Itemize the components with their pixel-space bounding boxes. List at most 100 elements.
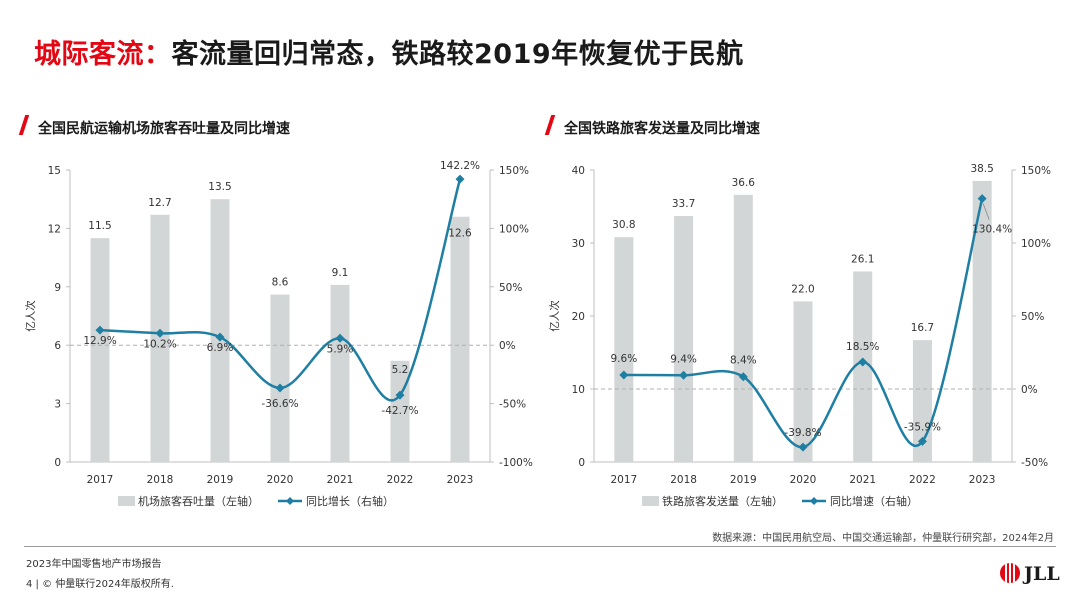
- chart1-bar-label: 5.2: [392, 364, 409, 376]
- chart2-line-label: 18.5%: [846, 341, 879, 353]
- chart1-bar: [90, 238, 110, 462]
- chart1-growth-line: [99, 178, 462, 402]
- chart1-bar: [210, 199, 230, 462]
- chart1-line-point: [395, 390, 405, 400]
- chart1-category-label: 2022: [387, 474, 414, 486]
- chart1-legend-bar-swatch: [118, 496, 135, 506]
- chart1-y-axis-label: 亿人次: [24, 300, 37, 332]
- chart1-line-point: [155, 328, 165, 338]
- chart1-bar-label: 8.6: [272, 277, 289, 289]
- chart2-line-label-leader: [982, 203, 990, 220]
- chart2-title-block: 全国铁路旅客发送量及同比增速: [544, 115, 760, 138]
- chart1-category-label: 2017: [87, 474, 114, 486]
- chart2-line-point: [619, 370, 629, 380]
- chart1-bar-label: 13.5: [208, 181, 231, 193]
- chart1-bar: [270, 294, 290, 462]
- chart2-bar: [793, 301, 813, 462]
- chart2-growth-line: [623, 198, 984, 449]
- chart2-line-label: 130.4%: [972, 224, 1012, 236]
- chart2-line-label: 9.6%: [611, 353, 638, 365]
- chart2-right-tick-label: 0%: [1021, 384, 1038, 396]
- chart1-legend-bar-label: 机场旅客吞吐量（左轴）: [138, 494, 259, 508]
- chart2-right-tick-label: -50%: [1021, 457, 1048, 469]
- chart2-line-label: -35.9%: [904, 421, 941, 433]
- chart1-line-point: [275, 383, 285, 393]
- chart1-left-tick-label: 6: [54, 340, 61, 352]
- jll-logo-mark-icon: [1000, 563, 1020, 583]
- chart1-right-tick-label: -50%: [499, 399, 526, 411]
- chart2-category-label: 2022: [909, 474, 936, 486]
- chart2-line-point: [679, 370, 689, 380]
- chart2-category-label: 2019: [730, 474, 757, 486]
- page-title: 城际客流：客流量回归常态，铁路较2019年恢复优于民航: [34, 32, 744, 71]
- jll-logo: JLL: [1000, 561, 1060, 587]
- chart2-line-point: [738, 372, 748, 382]
- chart2-bar: [614, 237, 634, 462]
- chart2-bar-label: 26.1: [851, 253, 874, 265]
- chart1-line-point: [455, 174, 465, 184]
- chart1-left-tick-label: 9: [54, 282, 61, 294]
- chart1-bar: [330, 284, 350, 462]
- chart2-bar-label: 30.8: [612, 219, 635, 231]
- report-name: 2023年中国零售地产市场报告: [26, 559, 162, 570]
- chart2-bar-label: 36.6: [732, 177, 756, 189]
- chart1-title: 全国民航运输机场旅客吞吐量及同比增速: [38, 121, 290, 137]
- chart2-legend-bar-swatch: [642, 496, 659, 506]
- chart2-y-axis-label: 亿人次: [548, 300, 561, 332]
- chart1-category-label: 2018: [147, 474, 174, 486]
- chart1-legend-line-label: 同比增长（右轴）: [306, 494, 394, 508]
- page-title-rest: 客流量回归常态，铁路较2019年恢复优于民航: [171, 39, 744, 70]
- chart2-line-point: [858, 357, 868, 367]
- data-source: 数据来源：中国民用航空局、中国交通运输部，仲量联行研究部，2024年2月: [712, 533, 1054, 544]
- chart1-right-tick-label: 50%: [499, 282, 522, 294]
- chart1-left-tick-label: 15: [48, 165, 61, 177]
- copyright-footer: 4 | © 仲量联行2024年版权所有.: [26, 579, 174, 590]
- chart2-category-label: 2021: [849, 474, 876, 486]
- chart2-right-tick-label: 50%: [1021, 311, 1044, 323]
- chart1-bar-label: 12.7: [148, 197, 171, 209]
- chart1-line-label: 142.2%: [440, 160, 480, 172]
- chart1-bar: [150, 214, 170, 462]
- chart2-bar: [972, 180, 992, 462]
- chart1-category-label: 2019: [207, 474, 234, 486]
- chart2-line-label: 9.4%: [670, 353, 697, 365]
- chart1-bar: [450, 216, 470, 462]
- chart2-line-label: -39.8%: [784, 427, 821, 439]
- chart1-legend-line-marker: [286, 497, 294, 505]
- chart1-category-label: 2021: [327, 474, 354, 486]
- chart2-category-label: 2018: [670, 474, 697, 486]
- chart2-line-point: [798, 442, 808, 452]
- chart2-bar-label: 16.7: [911, 322, 934, 334]
- chart2-left-tick-label: 10: [572, 384, 585, 396]
- chart1-line-label: -36.6%: [261, 398, 298, 410]
- chart2-line-point: [917, 436, 927, 446]
- chart1-right-tick-label: 100%: [499, 223, 529, 235]
- chart1-line-point: [335, 333, 345, 343]
- chart2-left-tick-label: 20: [572, 311, 585, 323]
- chart2-left-tick-label: 40: [572, 165, 585, 177]
- chart2-left-tick-label: 30: [572, 238, 585, 250]
- chart2-line-point: [977, 194, 987, 204]
- chart2-legend-line-label: 同比增速（右轴）: [830, 494, 918, 508]
- chart2-bar: [853, 271, 873, 462]
- chart1-bar-label: 9.1: [332, 267, 349, 279]
- chart1-line-label: 10.2%: [143, 338, 176, 350]
- page-title-accent: 城际客流：: [34, 39, 172, 70]
- chart2-category-label: 2020: [790, 474, 817, 486]
- chart2-bar-label: 38.5: [970, 163, 993, 175]
- chart2-bar-label: 33.7: [672, 198, 695, 210]
- footer-divider: [24, 546, 1056, 547]
- chart2-legend-bar-label: 铁路旅客发送量（左轴）: [662, 494, 783, 508]
- chart1-right-tick-label: 150%: [499, 165, 529, 177]
- chart1-title-block: 全国民航运输机场旅客吞吐量及同比增速: [18, 115, 290, 138]
- chart2-title: 全国铁路旅客发送量及同比增速: [564, 121, 760, 137]
- chart1-line-label: -42.7%: [381, 405, 418, 417]
- chart2-right-tick-label: 150%: [1021, 165, 1051, 177]
- chart2-category-label: 2023: [969, 474, 996, 486]
- chart1-bar-label: 12.6: [448, 228, 472, 240]
- chart1-left-tick-label: 12: [48, 223, 61, 235]
- chart1-bar-label: 11.5: [88, 220, 111, 232]
- chart1-category-label: 2020: [267, 474, 294, 486]
- chart1-line-label: 12.9%: [83, 335, 116, 347]
